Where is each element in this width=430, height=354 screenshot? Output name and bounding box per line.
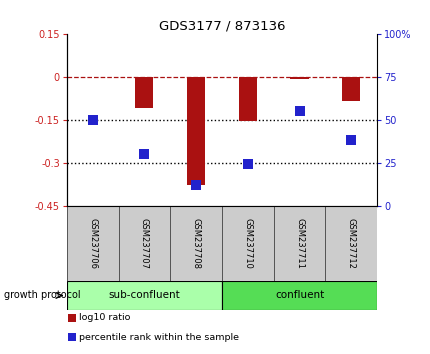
Bar (135, 76, 153, 108)
Text: GSM237706: GSM237706 (88, 218, 97, 269)
Text: GSM237711: GSM237711 (295, 218, 303, 269)
Text: GSM237710: GSM237710 (243, 218, 252, 269)
Bar (170, 206, 221, 281)
Text: log10 ratio: log10 ratio (79, 313, 130, 322)
Text: GSM237707: GSM237707 (140, 218, 148, 269)
Point (69, 335, 76, 340)
Bar (221, 281, 376, 310)
Point (192, 182, 199, 188)
Bar (221, 206, 273, 281)
Text: growth protocol: growth protocol (4, 291, 81, 301)
Bar (341, 76, 359, 101)
Point (244, 161, 251, 167)
Title: GDS3177 / 873136: GDS3177 / 873136 (158, 19, 285, 33)
Bar (67, 281, 221, 310)
Bar (187, 76, 205, 185)
Text: confluent: confluent (274, 291, 323, 301)
Text: percentile rank within the sample: percentile rank within the sample (79, 333, 239, 342)
Point (347, 137, 354, 143)
Point (295, 108, 302, 114)
Point (89, 117, 96, 122)
Text: sub-confluent: sub-confluent (108, 291, 180, 301)
Bar (118, 206, 170, 281)
Text: GSM237708: GSM237708 (191, 218, 200, 269)
Point (69, 315, 76, 321)
Bar (238, 76, 256, 121)
Point (141, 151, 147, 157)
Bar (273, 206, 325, 281)
Text: GSM237712: GSM237712 (346, 218, 355, 269)
Bar (325, 206, 376, 281)
Bar (290, 76, 308, 79)
Bar (67, 206, 118, 281)
